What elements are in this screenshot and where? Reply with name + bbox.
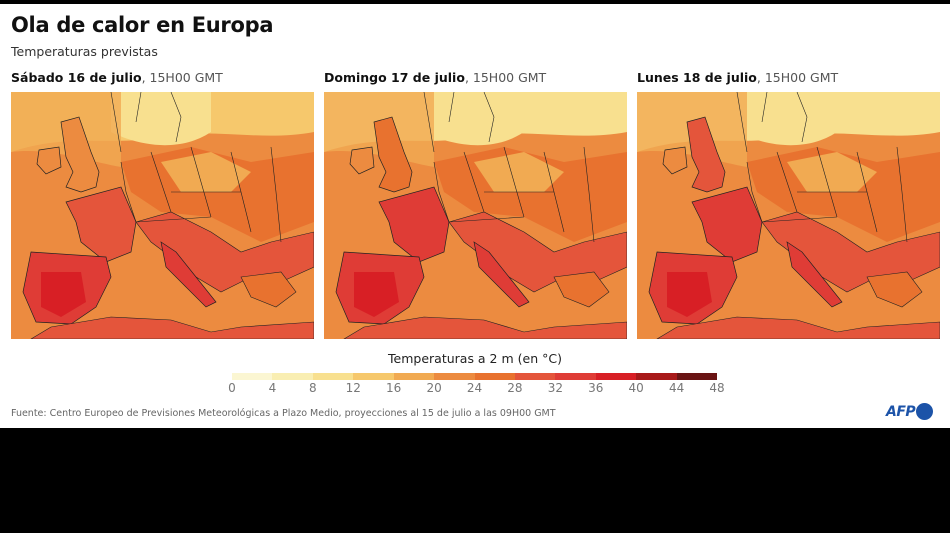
temperature-map-saturday [11, 92, 314, 339]
day: Sábado 16 de julio [11, 70, 142, 85]
scale-tick: 20 [426, 381, 442, 395]
scale-bin [353, 373, 394, 380]
day: Lunes 18 de julio [637, 70, 757, 85]
page-title: Ola de calor en Europa [11, 13, 274, 37]
afp-logo: AFP [886, 403, 934, 420]
infographic: Ola de calor en Europa Temperaturas prev… [0, 4, 950, 428]
scale-tick: 32 [547, 381, 563, 395]
scale-tick: 8 [309, 381, 317, 395]
scale-tick: 4 [268, 381, 277, 395]
map-label-sunday: Domingo 17 de julio, 15H00 GMT [324, 70, 546, 85]
temperature-map-sunday [324, 92, 627, 339]
scale-bin [636, 373, 677, 380]
scale-bin [393, 373, 435, 380]
scale-bin [595, 373, 637, 380]
scale-tick: 28 [507, 381, 523, 395]
scale-tick: 44 [668, 381, 685, 395]
color-scale [232, 373, 718, 380]
scale-tick: 12 [345, 381, 361, 395]
scale-bin [232, 373, 273, 380]
day: Domingo 17 de julio [324, 70, 465, 85]
scale-bin [434, 373, 475, 380]
source-note: Fuente: Centro Europeo de Previsiones Me… [11, 408, 556, 419]
map-label-saturday: Sábado 16 de julio, 15H00 GMT [11, 70, 223, 85]
scale-bin [676, 373, 718, 380]
scale-tick: 48 [709, 381, 725, 395]
logo-dot [916, 403, 934, 420]
scale-bin [555, 373, 596, 380]
scale-tick: 40 [628, 381, 644, 395]
scale-tick: 36 [588, 381, 604, 395]
scale-bin [514, 373, 556, 380]
scale-bin [474, 373, 515, 380]
legend-title: Temperaturas a 2 m (en °C) [388, 351, 562, 366]
scale-tick: 16 [386, 381, 402, 395]
time: , 15H00 GMT [141, 70, 223, 85]
scale-ticks: 0 4 8 12 16 20 24 28 32 36 40 44 48 [0, 381, 950, 397]
scale-bin [312, 373, 354, 380]
temperature-map-monday [637, 92, 940, 339]
time: , 15H00 GMT [756, 70, 839, 85]
scale-tick: 0 [228, 381, 236, 395]
scale-bin [272, 373, 313, 380]
logo-text: AFP [886, 403, 916, 420]
map-label-monday: Lunes 18 de julio, 15H00 GMT [637, 70, 838, 85]
subtitle: Temperaturas previstas [11, 44, 158, 59]
time: , 15H00 GMT [464, 70, 547, 85]
scale-tick: 24 [466, 381, 483, 395]
